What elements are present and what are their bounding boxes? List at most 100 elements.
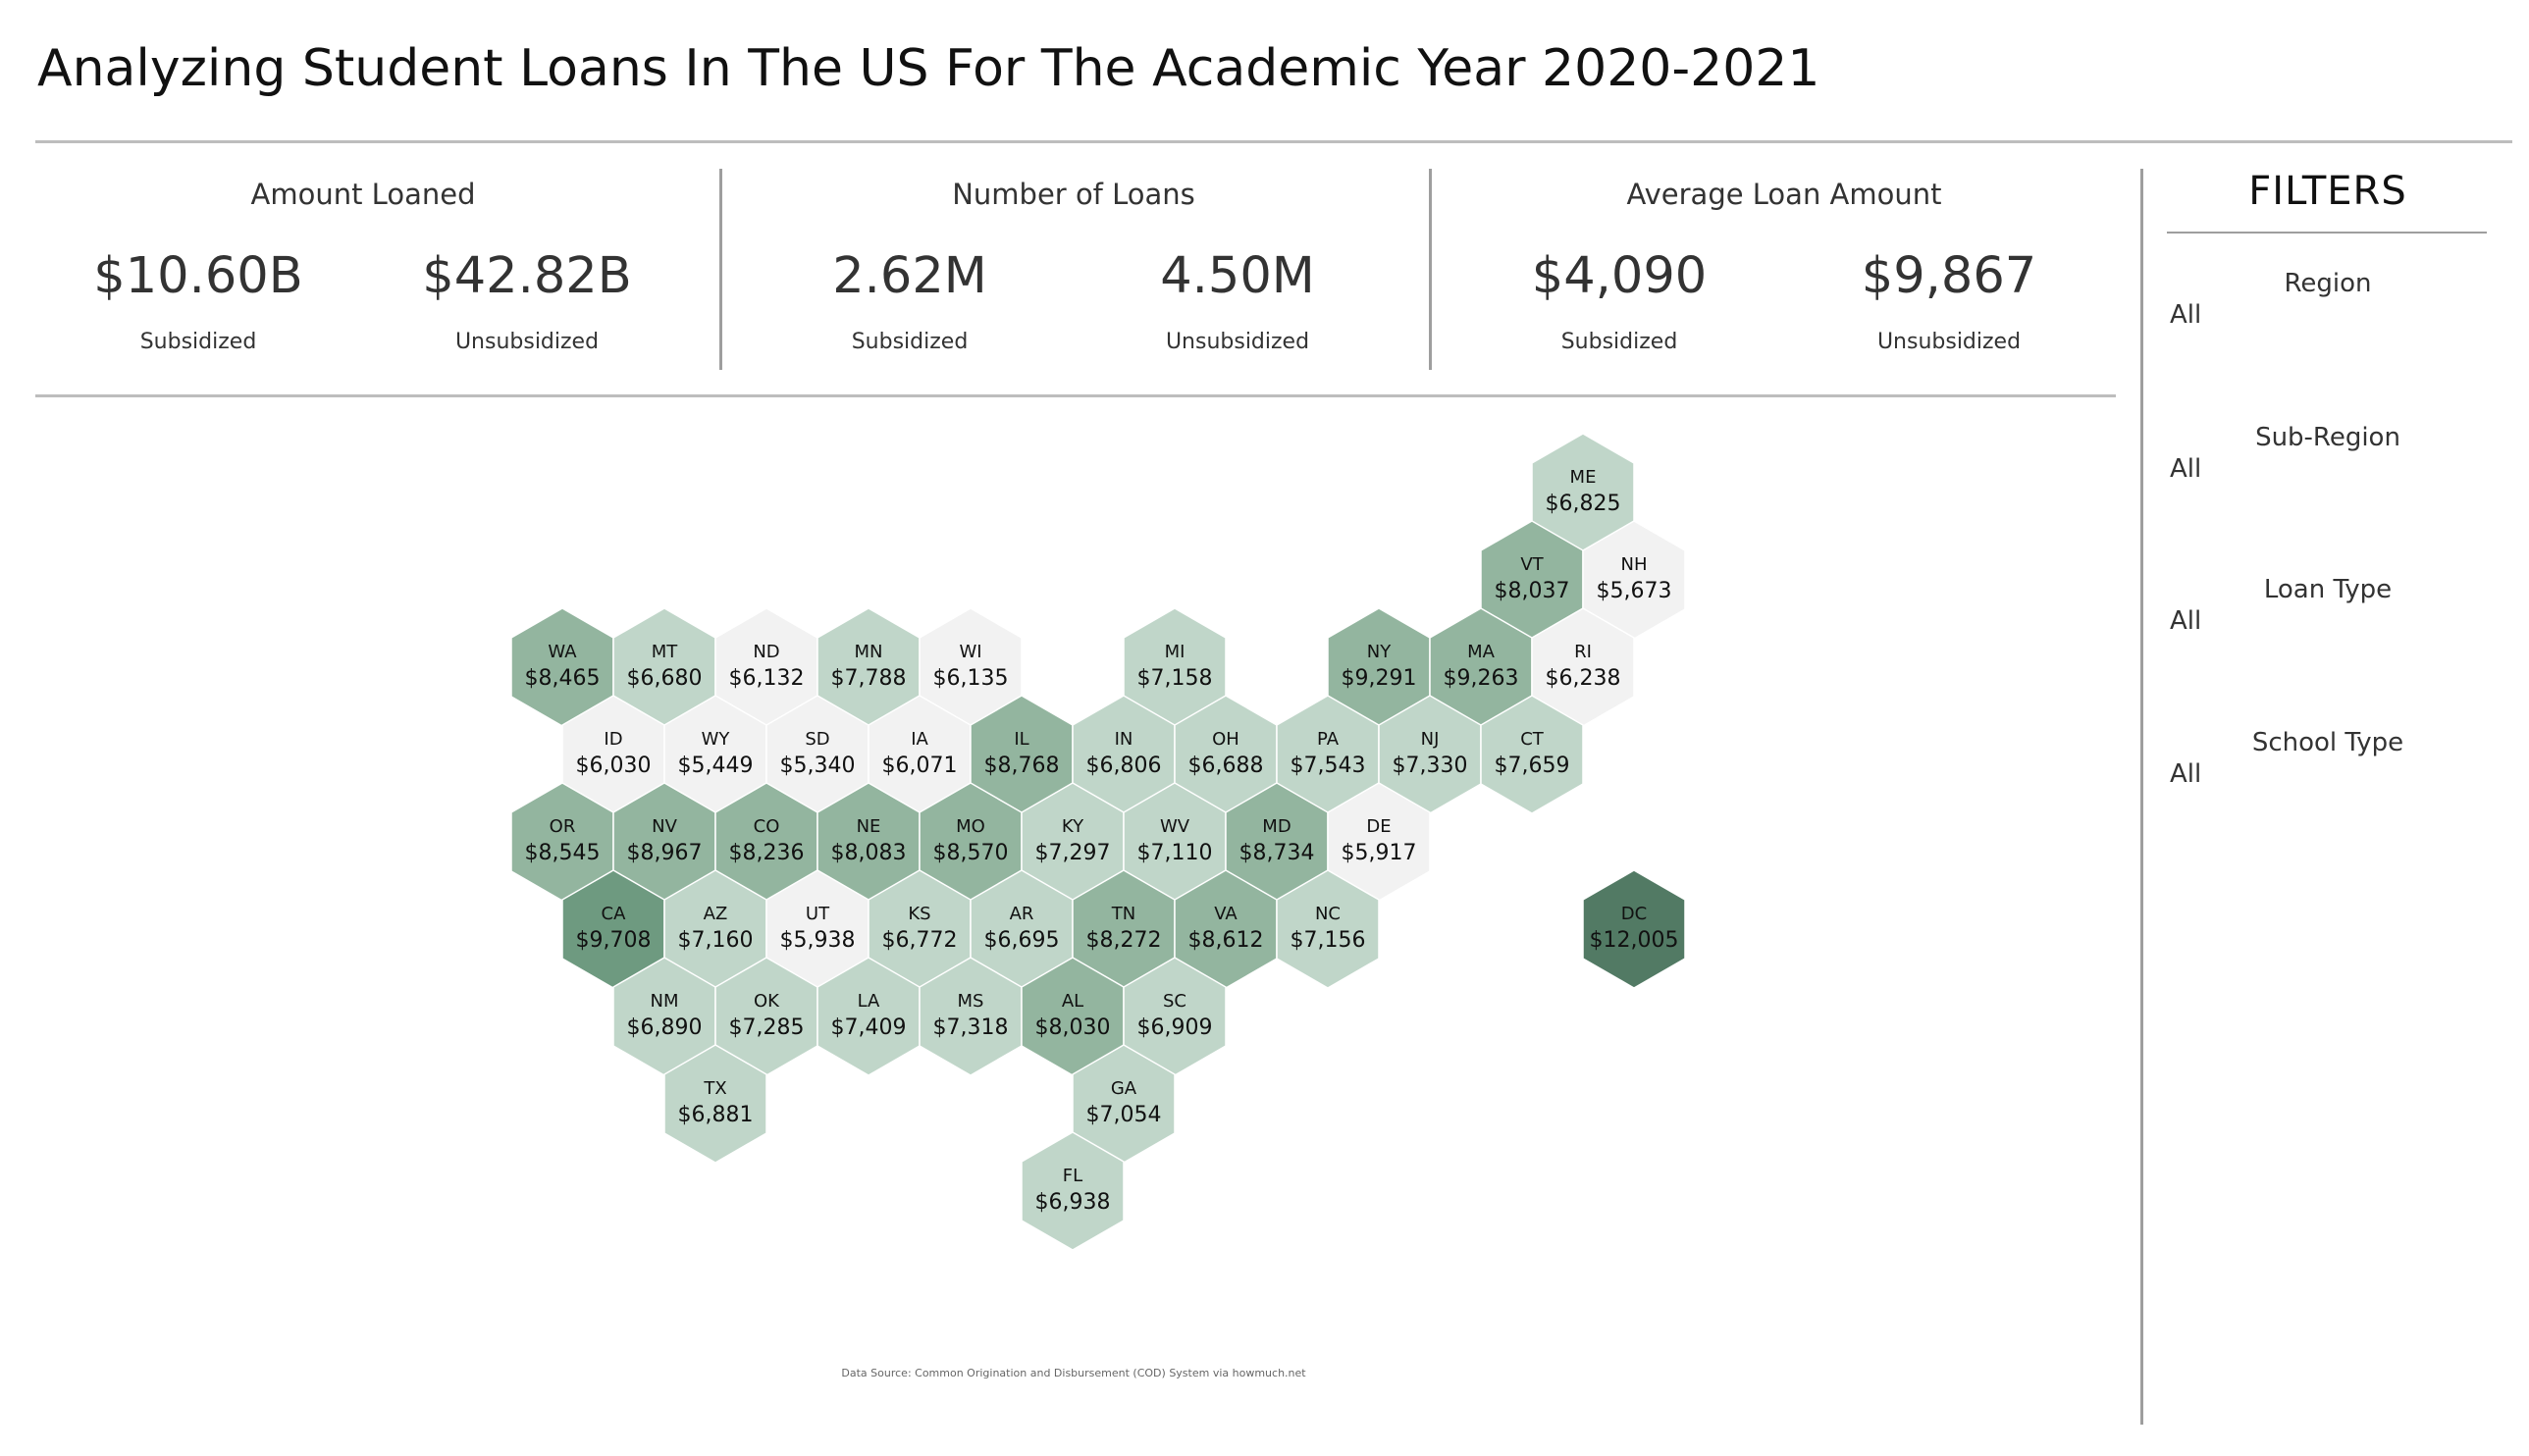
state-value-label: $9,263	[1444, 666, 1519, 691]
kpi-number-of-loans-unsubsidized-label: Unsubsidized	[1165, 330, 1310, 354]
state-code-label: MS	[958, 991, 984, 1012]
state-value-label: $8,236	[729, 841, 805, 865]
kpi-number-of-loans-subsidized-value: 2.62M	[832, 247, 987, 305]
kpi-amount-loaned-subsidized-label: Subsidized	[139, 330, 257, 354]
state-value-label: $8,734	[1239, 841, 1315, 865]
state-code-label: NC	[1315, 904, 1341, 924]
state-tile-or[interactable]: OR $8,545	[510, 782, 614, 902]
state-code-label: IN	[1115, 729, 1133, 750]
state-tile-in[interactable]: IN $6,806	[1072, 695, 1176, 814]
state-value-label: $8,545	[525, 841, 601, 865]
state-tile-wv[interactable]: WV $7,110	[1123, 782, 1227, 902]
kpi-amount-loaned-unsubsidized-label: Unsubsidized	[454, 330, 600, 354]
kpi-average-loan-unsubsidized-value: $9,867	[1861, 247, 2037, 305]
state-value-label: $6,909	[1137, 1015, 1213, 1040]
state-code-label: TX	[703, 1078, 726, 1099]
state-code-label: OR	[550, 816, 576, 837]
state-tile-ca[interactable]: CA $9,708	[561, 869, 665, 989]
state-value-label: $7,330	[1393, 754, 1468, 778]
state-tile-md[interactable]: MD $8,734	[1225, 782, 1329, 902]
filter-loan-type-label: Loan Type	[2263, 575, 2393, 604]
state-value-label: $9,291	[1342, 666, 1417, 691]
state-tile-al[interactable]: AL $8,030	[1021, 957, 1125, 1076]
state-value-label: $6,890	[627, 1015, 703, 1040]
state-code-label: KY	[1062, 816, 1084, 837]
state-tile-dc[interactable]: DC $12,005	[1582, 869, 1686, 989]
state-tile-ky[interactable]: KY $7,297	[1021, 782, 1125, 902]
kpi-divider-bottom	[35, 394, 2116, 397]
filter-school-type-select[interactable]: All	[2170, 759, 2202, 789]
state-code-label: UT	[806, 904, 830, 924]
state-tile-fl[interactable]: FL $6,938	[1021, 1131, 1125, 1251]
state-value-label: $6,238	[1546, 666, 1621, 691]
state-tile-nc[interactable]: NC $7,156	[1276, 869, 1380, 989]
state-tile-co[interactable]: CO $8,236	[714, 782, 818, 902]
state-tile-il[interactable]: IL $8,768	[970, 695, 1074, 814]
state-code-label: PA	[1317, 729, 1340, 750]
state-code-label: OK	[754, 991, 780, 1012]
state-tile-de[interactable]: DE $5,917	[1327, 782, 1431, 902]
state-value-label: $8,612	[1188, 928, 1264, 953]
kpi-average-loan-unsubsidized-label: Unsubsidized	[1876, 330, 2022, 354]
filter-sub-region-label: Sub-Region	[2255, 423, 2400, 452]
state-tile-tx[interactable]: TX $6,881	[663, 1044, 767, 1164]
state-code-label: ND	[753, 642, 779, 662]
state-value-label: $7,054	[1086, 1103, 1162, 1127]
state-tile-mt[interactable]: MT $6,680	[612, 607, 716, 727]
state-value-label: $8,967	[627, 841, 703, 865]
state-tile-va[interactable]: VA $8,612	[1174, 869, 1278, 989]
state-value-label: $6,132	[729, 666, 805, 691]
state-code-label: DC	[1621, 904, 1647, 924]
state-code-label: SC	[1163, 991, 1186, 1012]
state-code-label: LA	[858, 991, 880, 1012]
filter-loan-type-select[interactable]: All	[2170, 606, 2202, 636]
state-tile-wi[interactable]: WI $6,135	[919, 607, 1023, 727]
state-tile-id[interactable]: ID $6,030	[561, 695, 665, 814]
state-code-label: NH	[1621, 554, 1648, 575]
state-tile-ri[interactable]: RI $6,238	[1531, 607, 1635, 727]
state-tile-oh[interactable]: OH $6,688	[1174, 695, 1278, 814]
state-tile-me[interactable]: ME $6,825	[1531, 433, 1635, 552]
state-tile-ga[interactable]: GA $7,054	[1072, 1044, 1176, 1164]
filter-region-select[interactable]: All	[2170, 300, 2202, 330]
state-value-label: $8,465	[525, 666, 601, 691]
state-tile-vt[interactable]: VT $8,037	[1480, 520, 1584, 640]
filter-sub-region-select[interactable]: All	[2170, 454, 2202, 484]
state-tile-nh[interactable]: NH $5,673	[1582, 520, 1686, 640]
state-tile-ks[interactable]: KS $6,772	[868, 869, 972, 989]
state-value-label: $6,135	[933, 666, 1009, 691]
state-tile-ia[interactable]: IA $6,071	[868, 695, 972, 814]
state-code-label: MT	[652, 642, 679, 662]
state-tile-ok[interactable]: OK $7,285	[714, 957, 818, 1076]
state-value-label: $8,272	[1086, 928, 1162, 953]
filter-school-type-label: School Type	[2251, 728, 2404, 757]
state-code-label: KS	[908, 904, 930, 924]
state-tile-ny[interactable]: NY $9,291	[1327, 607, 1431, 727]
page-title: Analyzing Student Loans In The US For Th…	[37, 39, 1820, 98]
state-code-label: TN	[1111, 904, 1135, 924]
state-value-label: $6,071	[882, 754, 958, 778]
state-tile-ne[interactable]: NE $8,083	[817, 782, 921, 902]
state-value-label: $12,005	[1590, 928, 1679, 953]
state-tile-sd[interactable]: SD $5,340	[765, 695, 869, 814]
data-source-note: Data Source: Common Origination and Disb…	[841, 1367, 1306, 1379]
state-code-label: ID	[604, 729, 622, 750]
state-code-label: FL	[1063, 1166, 1082, 1186]
state-tile-wa[interactable]: WA $8,465	[510, 607, 614, 727]
state-value-label: $8,768	[984, 754, 1060, 778]
state-value-label: $7,409	[831, 1015, 907, 1040]
state-tile-ct[interactable]: CT $7,659	[1480, 695, 1584, 814]
state-hex	[1480, 695, 1584, 814]
state-code-label: WI	[959, 642, 981, 662]
state-code-label: AR	[1010, 904, 1034, 924]
state-value-label: $6,881	[678, 1103, 754, 1127]
state-tile-ut[interactable]: UT $5,938	[765, 869, 869, 989]
state-code-label: AZ	[704, 904, 728, 924]
state-tile-ms[interactable]: MS $7,318	[919, 957, 1023, 1076]
state-code-label: VA	[1214, 904, 1238, 924]
kpi-amount-loaned-header: Amount Loaned	[250, 178, 476, 211]
state-value-label: $7,297	[1035, 841, 1111, 865]
state-tile-pa[interactable]: PA $7,543	[1276, 695, 1380, 814]
state-value-label: $7,788	[831, 666, 907, 691]
state-tile-nm[interactable]: NM $6,890	[612, 957, 716, 1076]
